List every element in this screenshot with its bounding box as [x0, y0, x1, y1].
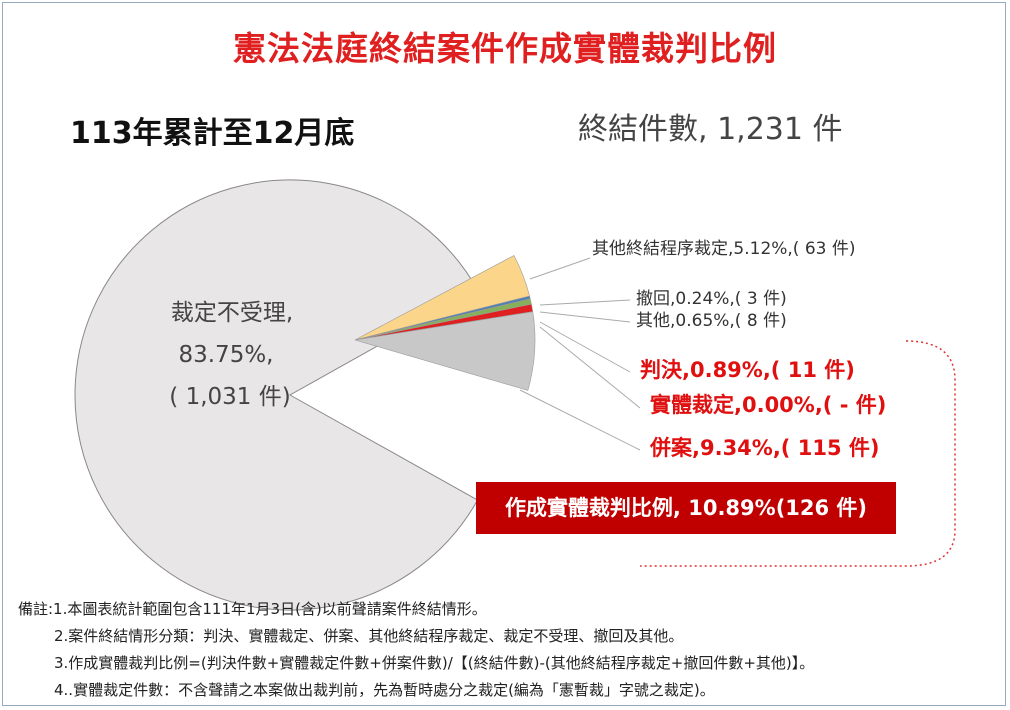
slice-label-percent: 83.75%,	[178, 342, 273, 368]
leader-withdraw	[539, 299, 631, 306]
leader-others	[539, 311, 631, 323]
label-ruling: 實體裁定,0.00%,( - 件)	[650, 393, 886, 417]
slice-merged	[354, 311, 536, 391]
footnote-3: 3.作成實體裁判比例=(判決件數+實體裁定件數+併案件數)/【(終結件數)-(其…	[54, 654, 815, 672]
label-others: 其他,0.65%,( 8 件)	[636, 311, 787, 331]
leader-ruling	[539, 326, 641, 409]
label-other-proc: 其他終結程序裁定,5.12%,( 63 件)	[592, 239, 856, 259]
footnotes: 備註:1.本圖表統計範圍包含111年1月3日(含)以前聲請案件終結情形。 2.案…	[18, 596, 814, 704]
slice-main	[74, 179, 479, 611]
label-judgment: 判決,0.89%,( 11 件)	[640, 358, 855, 382]
leader-merged	[519, 389, 641, 451]
chart-title: 憲法法庭終結案件作成實體裁判比例	[233, 29, 777, 68]
label-merged: 併案,9.34%,( 115 件)	[649, 436, 879, 460]
slice-label-count: ( 1,031 件)	[169, 384, 290, 410]
pie-slices	[74, 179, 536, 611]
chart-subtitle: 113年累計至12月底	[70, 116, 355, 151]
ratio-highlight-box: 作成實體裁判比例, 10.89%(126 件)	[476, 482, 896, 534]
leader-other-proc	[529, 257, 591, 280]
slice-label-name: 裁定不受理,	[171, 300, 293, 326]
footnote-4: 4..實體裁定件數：不含聲請之本案做出裁判前，先為暫時處分之裁定(編為「憲暫裁」…	[54, 681, 715, 699]
label-withdraw: 撤回,0.24%,( 3 件)	[636, 289, 787, 309]
total-count-label: 終結件數, 1,231 件	[578, 112, 843, 147]
footnote-2: 2.案件終結情形分類：判決、實體裁定、併案、其他終結程序裁定、裁定不受理、撤回及…	[54, 627, 684, 645]
footnote-1: 備註:1.本圖表統計範圍包含111年1月3日(含)以前聲請案件終結情形。	[18, 600, 487, 618]
red-dotted-bracket	[640, 340, 956, 567]
leader-lines	[519, 257, 641, 451]
leader-judgment	[539, 321, 631, 373]
